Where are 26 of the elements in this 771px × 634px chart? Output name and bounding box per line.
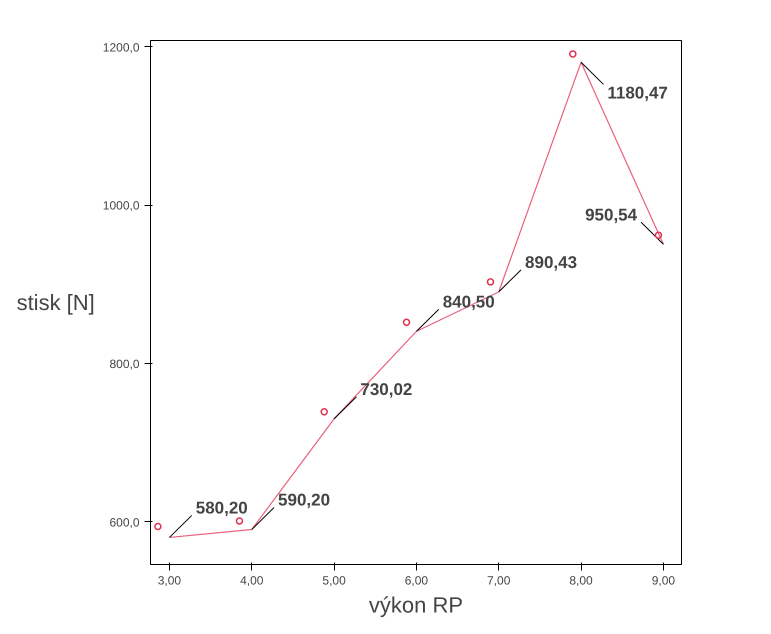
point xyxy=(402,318,410,326)
y-tick-label: 800,0 xyxy=(109,356,140,371)
data-label: 590,20 xyxy=(278,490,330,510)
point xyxy=(654,231,662,239)
y-tick-label: 1000,0 xyxy=(102,198,140,213)
x-tick-label: 9,00 xyxy=(652,574,676,588)
y-axis-title: stisk [N] xyxy=(16,290,95,315)
x-tick-label: 5,00 xyxy=(322,574,346,588)
data-label: 730,02 xyxy=(360,380,412,399)
point xyxy=(320,408,328,416)
y-tick-label: 1200,0 xyxy=(102,40,140,54)
point xyxy=(486,278,494,286)
y-tick-label: 600,0 xyxy=(109,515,140,530)
data-label: 580,20 xyxy=(196,498,248,518)
data-label: 950,54 xyxy=(585,205,638,224)
x-axis-title: výkon RP xyxy=(368,592,464,618)
point xyxy=(154,522,162,530)
x-tick-label: 3,00 xyxy=(158,574,182,588)
point xyxy=(569,50,577,58)
x-tick-label: 8,00 xyxy=(569,574,594,588)
point xyxy=(236,517,244,525)
data-label: 1180,47 xyxy=(607,83,668,102)
data-label: 890,43 xyxy=(525,252,578,272)
x-tick-label: 4,00 xyxy=(240,574,264,588)
x-tick-label: 6,00 xyxy=(404,574,428,588)
x-tick-label: 7,00 xyxy=(487,574,511,588)
